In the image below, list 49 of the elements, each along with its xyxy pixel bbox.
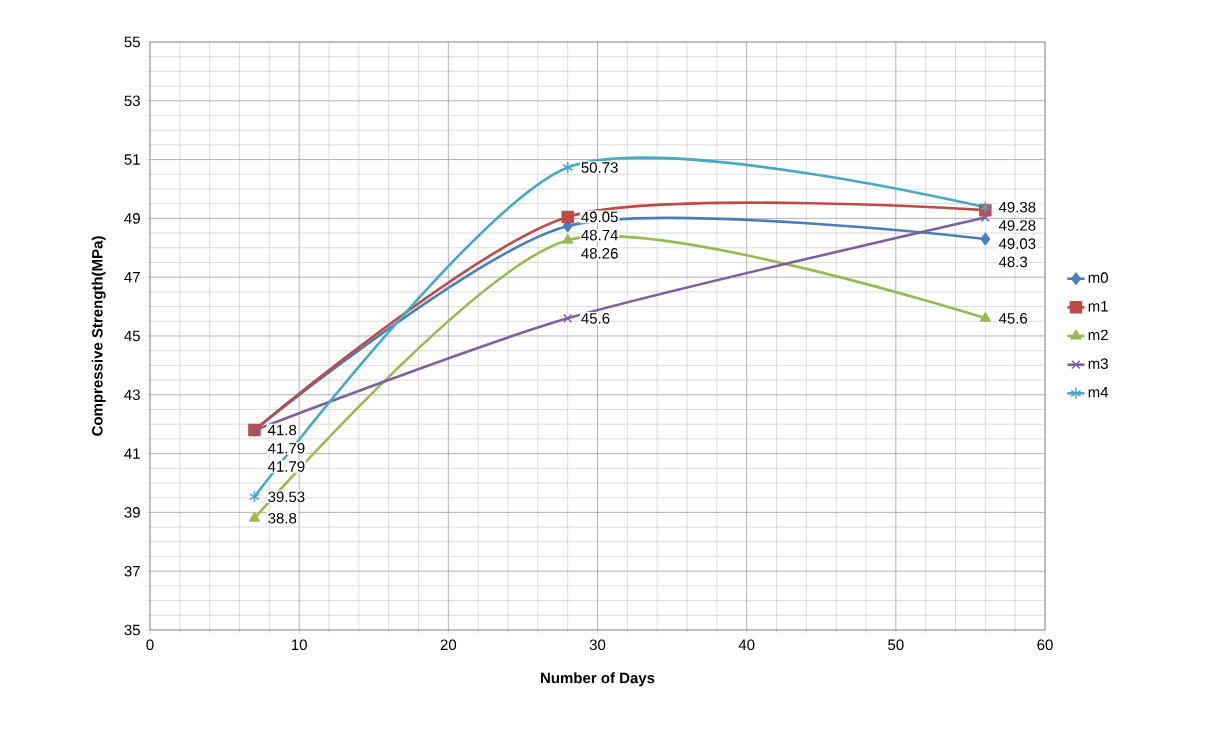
point bbox=[979, 312, 991, 322]
point bbox=[248, 512, 260, 522]
x-tick-label: 50 bbox=[888, 639, 904, 651]
point bbox=[980, 232, 991, 246]
data-label: 50.73 bbox=[581, 162, 618, 173]
y-axis-title: Compressive Strength(MPa) bbox=[91, 236, 106, 436]
x-axis-title: Number of Days bbox=[541, 672, 655, 687]
data-label: 49.03 bbox=[998, 238, 1036, 249]
legend-label: m2 bbox=[1088, 329, 1108, 341]
data-label: 41.79 bbox=[267, 461, 305, 472]
x-tick-label: 10 bbox=[291, 639, 307, 651]
point bbox=[980, 212, 990, 223]
legend-label: m0 bbox=[1088, 272, 1108, 283]
point bbox=[561, 210, 574, 224]
data-label: 41.8 bbox=[267, 424, 297, 436]
data-label: 49.38 bbox=[998, 201, 1036, 213]
x-tick-label: 40 bbox=[738, 639, 755, 651]
point bbox=[562, 161, 574, 174]
x-tick-label: 30 bbox=[589, 639, 606, 651]
data-label: 48.74 bbox=[581, 229, 618, 241]
point bbox=[563, 313, 573, 323]
y-tick-label: 53 bbox=[124, 95, 140, 107]
y-tick-label: 41 bbox=[124, 448, 140, 459]
data-label: 45.6 bbox=[581, 313, 610, 324]
x-tick-label: 0 bbox=[146, 639, 154, 651]
legend-label: m1 bbox=[1088, 301, 1108, 312]
x-tick-label: 20 bbox=[440, 639, 457, 651]
legend-label: m3 bbox=[1088, 358, 1108, 369]
data-label: 45.6 bbox=[998, 313, 1028, 324]
point bbox=[562, 233, 574, 244]
data-label: 48.3 bbox=[998, 256, 1028, 268]
data-label: 39.53 bbox=[268, 491, 305, 503]
y-tick-label: 45 bbox=[124, 330, 140, 342]
y-tick-label: 43 bbox=[124, 389, 140, 401]
data-label: 49.05 bbox=[581, 211, 618, 223]
data-label: 49.28 bbox=[998, 220, 1036, 231]
y-tick-label: 51 bbox=[124, 154, 140, 165]
y-tick-label: 37 bbox=[124, 565, 140, 577]
data-label: 48.26 bbox=[581, 248, 618, 259]
y-tick-label: 39 bbox=[124, 507, 140, 518]
y-tick-label: 47 bbox=[124, 272, 140, 283]
y-tick-label: 55 bbox=[124, 36, 140, 48]
data-label: 38.8 bbox=[268, 512, 297, 524]
x-tick-label: 60 bbox=[1037, 639, 1053, 651]
point bbox=[248, 490, 260, 504]
y-tick-label: 49 bbox=[124, 213, 140, 224]
legend-label: m4 bbox=[1088, 387, 1109, 398]
data-label: 41.79 bbox=[267, 442, 305, 454]
y-tick-label: 35 bbox=[124, 624, 140, 636]
